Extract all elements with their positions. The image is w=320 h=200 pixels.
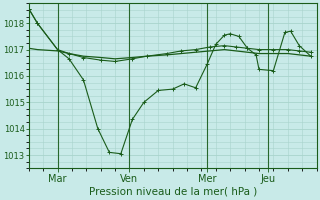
X-axis label: Pression niveau de la mer( hPa ): Pression niveau de la mer( hPa ) [89, 187, 257, 197]
